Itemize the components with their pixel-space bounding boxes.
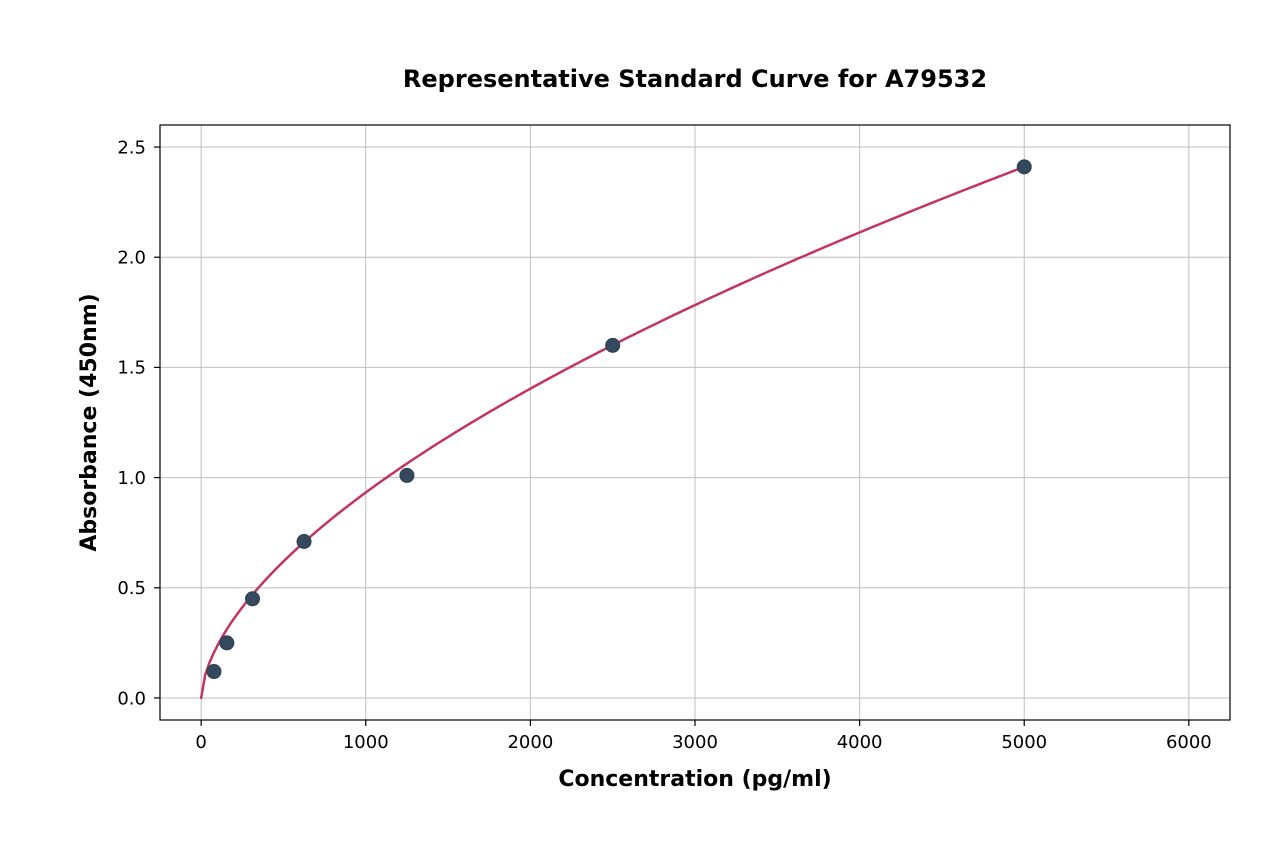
data-point xyxy=(246,592,260,606)
data-point xyxy=(297,535,311,549)
x-tick-label: 2000 xyxy=(507,732,553,753)
x-axis-label: Concentration (pg/ml) xyxy=(558,767,831,792)
y-axis-label: Absorbance (450nm) xyxy=(77,293,102,551)
x-tick-label: 6000 xyxy=(1166,732,1212,753)
chart-title: Representative Standard Curve for A79532 xyxy=(403,65,987,93)
data-point xyxy=(207,665,221,679)
y-tick-label: 0.5 xyxy=(117,578,146,599)
x-tick-label: 4000 xyxy=(837,732,883,753)
data-point xyxy=(1017,160,1031,174)
x-tick-label: 3000 xyxy=(672,732,718,753)
chart-container: 0 1000 2000 3000 4000 5000 6000 0.0 0.5 1.0 1.5 2.0… xyxy=(0,0,1280,845)
x-tick-label: 0 xyxy=(195,732,206,753)
y-tick-label: 1.5 xyxy=(117,358,146,379)
y-tick-label: 0.0 xyxy=(117,688,146,709)
data-point xyxy=(220,636,234,650)
standard-curve-chart: 0 1000 2000 3000 4000 5000 6000 0.0 0.5 1.0 1.5 2.0… xyxy=(0,0,1280,845)
y-tick-label: 2.5 xyxy=(117,137,146,158)
y-tick-label: 2.0 xyxy=(117,248,146,269)
x-tick-label: 1000 xyxy=(343,732,389,753)
data-point xyxy=(400,468,414,482)
x-tick-label: 5000 xyxy=(1001,732,1047,753)
y-tick-label: 1.0 xyxy=(117,468,146,489)
data-point xyxy=(606,338,620,352)
